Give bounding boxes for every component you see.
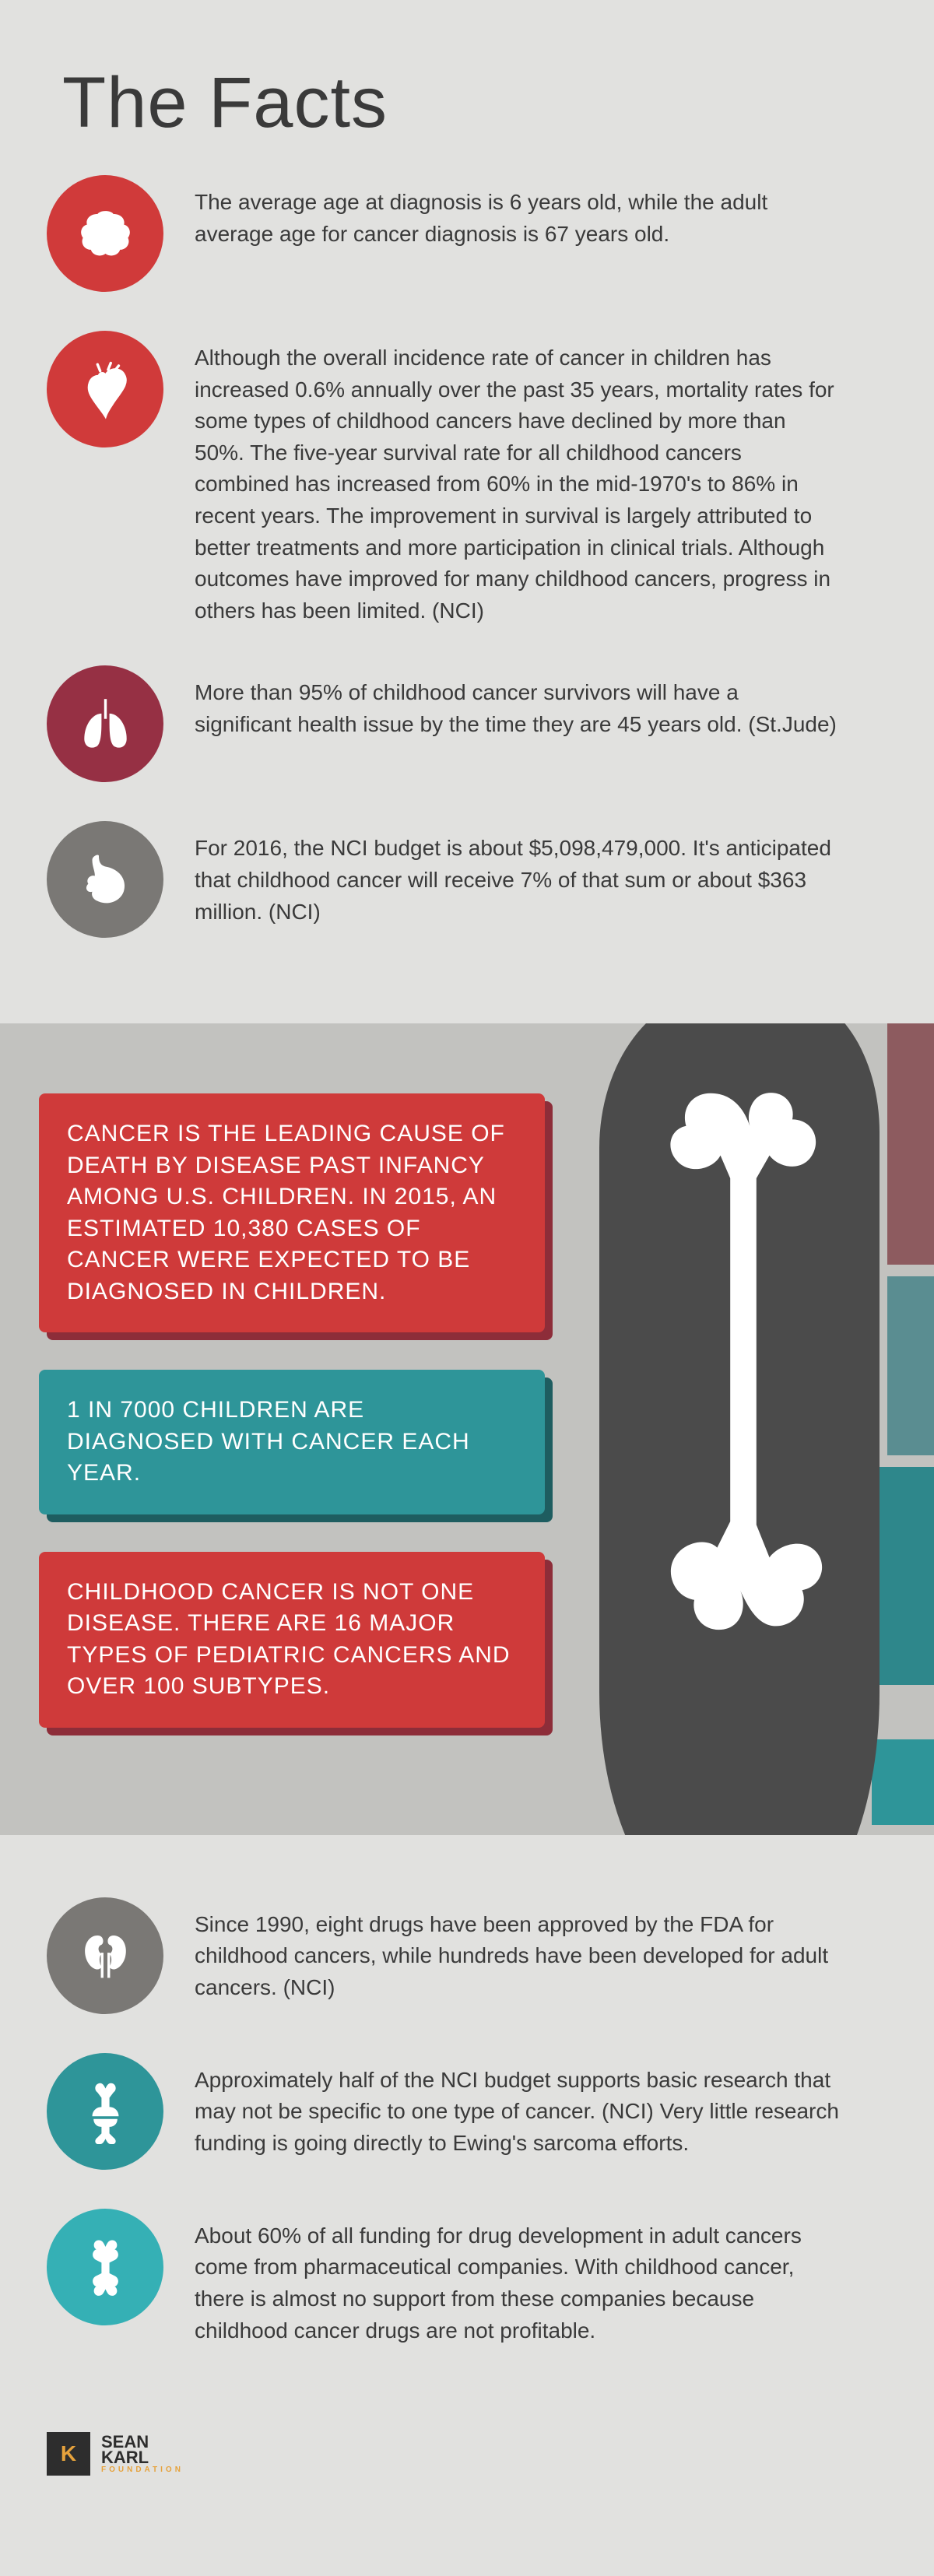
- facts-top-section: The average age at diagnosis is 6 years …: [0, 175, 934, 1023]
- joint-icon: [47, 2053, 163, 2170]
- leg-strip: [872, 1739, 934, 1825]
- fact-row: About 60% of all funding for drug develo…: [47, 2209, 887, 2346]
- footer-sub: FOUNDATION: [101, 2466, 184, 2474]
- brain-icon: [47, 175, 163, 292]
- mid-band: Cancer is the leading cause of death by …: [0, 1023, 934, 1835]
- header: The Facts: [0, 0, 934, 175]
- footer-logo-icon: K: [47, 2432, 90, 2476]
- lungs-icon: [47, 665, 163, 782]
- femur-bone-icon: [662, 1078, 825, 1638]
- facts-bottom-section: Since 1990, eight drugs have been approv…: [0, 1835, 934, 2432]
- bone-icon: [47, 2209, 163, 2325]
- kidneys-icon: [47, 1897, 163, 2014]
- stomach-icon: [47, 821, 163, 938]
- fact-text: More than 95% of childhood cancer surviv…: [195, 665, 887, 740]
- leg-strip: [887, 1023, 934, 1265]
- fact-row: For 2016, the NCI budget is about $5,098…: [47, 821, 887, 938]
- fact-row: Approximately half of the NCI budget sup…: [47, 2053, 887, 2170]
- fact-row: More than 95% of childhood cancer surviv…: [47, 665, 887, 782]
- infographic-page: The Facts The average age at diagnosis i…: [0, 0, 934, 2522]
- footer-line2: KARL: [101, 2450, 184, 2466]
- leg-illustration: [576, 1023, 934, 1835]
- fact-text: Since 1990, eight drugs have been approv…: [195, 1897, 887, 2004]
- page-title: The Facts: [62, 62, 872, 144]
- footer: K SEAN KARL FOUNDATION: [0, 2432, 934, 2522]
- callout-stack: Cancer is the leading cause of death by …: [39, 1093, 545, 1728]
- heart-icon: [47, 331, 163, 447]
- fact-row: Since 1990, eight drugs have been approv…: [47, 1897, 887, 2014]
- footer-brand: SEAN KARL FOUNDATION: [101, 2434, 184, 2474]
- callout-box: Childhood cancer is not one disease. The…: [39, 1552, 545, 1728]
- footer-mark: K: [61, 2441, 76, 2466]
- callout-box: Cancer is the leading cause of death by …: [39, 1093, 545, 1332]
- leg-strip: [887, 1276, 934, 1455]
- fact-text: Approximately half of the NCI budget sup…: [195, 2053, 887, 2160]
- callout-box: 1 in 7000 children are diagnosed with ca…: [39, 1370, 545, 1514]
- fact-text: About 60% of all funding for drug develo…: [195, 2209, 887, 2346]
- fact-text: Although the overall incidence rate of c…: [195, 331, 887, 626]
- fact-row: The average age at diagnosis is 6 years …: [47, 175, 887, 292]
- fact-text: The average age at diagnosis is 6 years …: [195, 175, 887, 250]
- fact-row: Although the overall incidence rate of c…: [47, 331, 887, 626]
- fact-text: For 2016, the NCI budget is about $5,098…: [195, 821, 887, 928]
